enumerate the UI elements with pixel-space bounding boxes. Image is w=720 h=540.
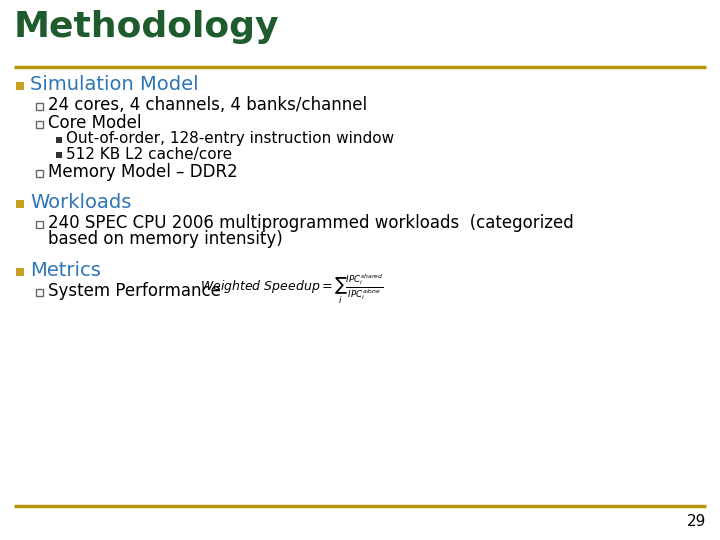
Text: Simulation Model: Simulation Model bbox=[30, 76, 199, 94]
Bar bbox=[56, 152, 62, 158]
Text: 240 SPEC CPU 2006 multiprogrammed workloads  (categorized: 240 SPEC CPU 2006 multiprogrammed worklo… bbox=[48, 214, 574, 232]
Bar bbox=[36, 288, 43, 295]
Bar bbox=[16, 200, 24, 208]
Bar bbox=[56, 137, 62, 143]
Bar bbox=[36, 220, 43, 227]
Text: Out-of-order, 128-entry instruction window: Out-of-order, 128-entry instruction wind… bbox=[66, 132, 394, 146]
Text: Core Model: Core Model bbox=[48, 114, 142, 132]
Bar bbox=[36, 170, 43, 177]
Text: 24 cores, 4 channels, 4 banks/channel: 24 cores, 4 channels, 4 banks/channel bbox=[48, 96, 367, 114]
Bar bbox=[16, 268, 24, 276]
Bar bbox=[36, 103, 43, 110]
Text: System Performance: System Performance bbox=[48, 282, 221, 300]
Bar bbox=[16, 82, 24, 90]
Text: Metrics: Metrics bbox=[30, 261, 101, 280]
Bar bbox=[36, 120, 43, 127]
Text: Methodology: Methodology bbox=[14, 10, 279, 44]
Text: 29: 29 bbox=[687, 515, 706, 530]
Text: 512 KB L2 cache/core: 512 KB L2 cache/core bbox=[66, 146, 232, 161]
Text: based on memory intensity): based on memory intensity) bbox=[48, 230, 283, 248]
Text: Memory Model – DDR2: Memory Model – DDR2 bbox=[48, 163, 238, 181]
Text: $\mathit{Weighted\ Speedup} = \sum_{i} \frac{IPC_{i}^{shared}}{IPC_{i}^{alone}}$: $\mathit{Weighted\ Speedup} = \sum_{i} \… bbox=[200, 272, 384, 306]
Text: Workloads: Workloads bbox=[30, 193, 131, 213]
